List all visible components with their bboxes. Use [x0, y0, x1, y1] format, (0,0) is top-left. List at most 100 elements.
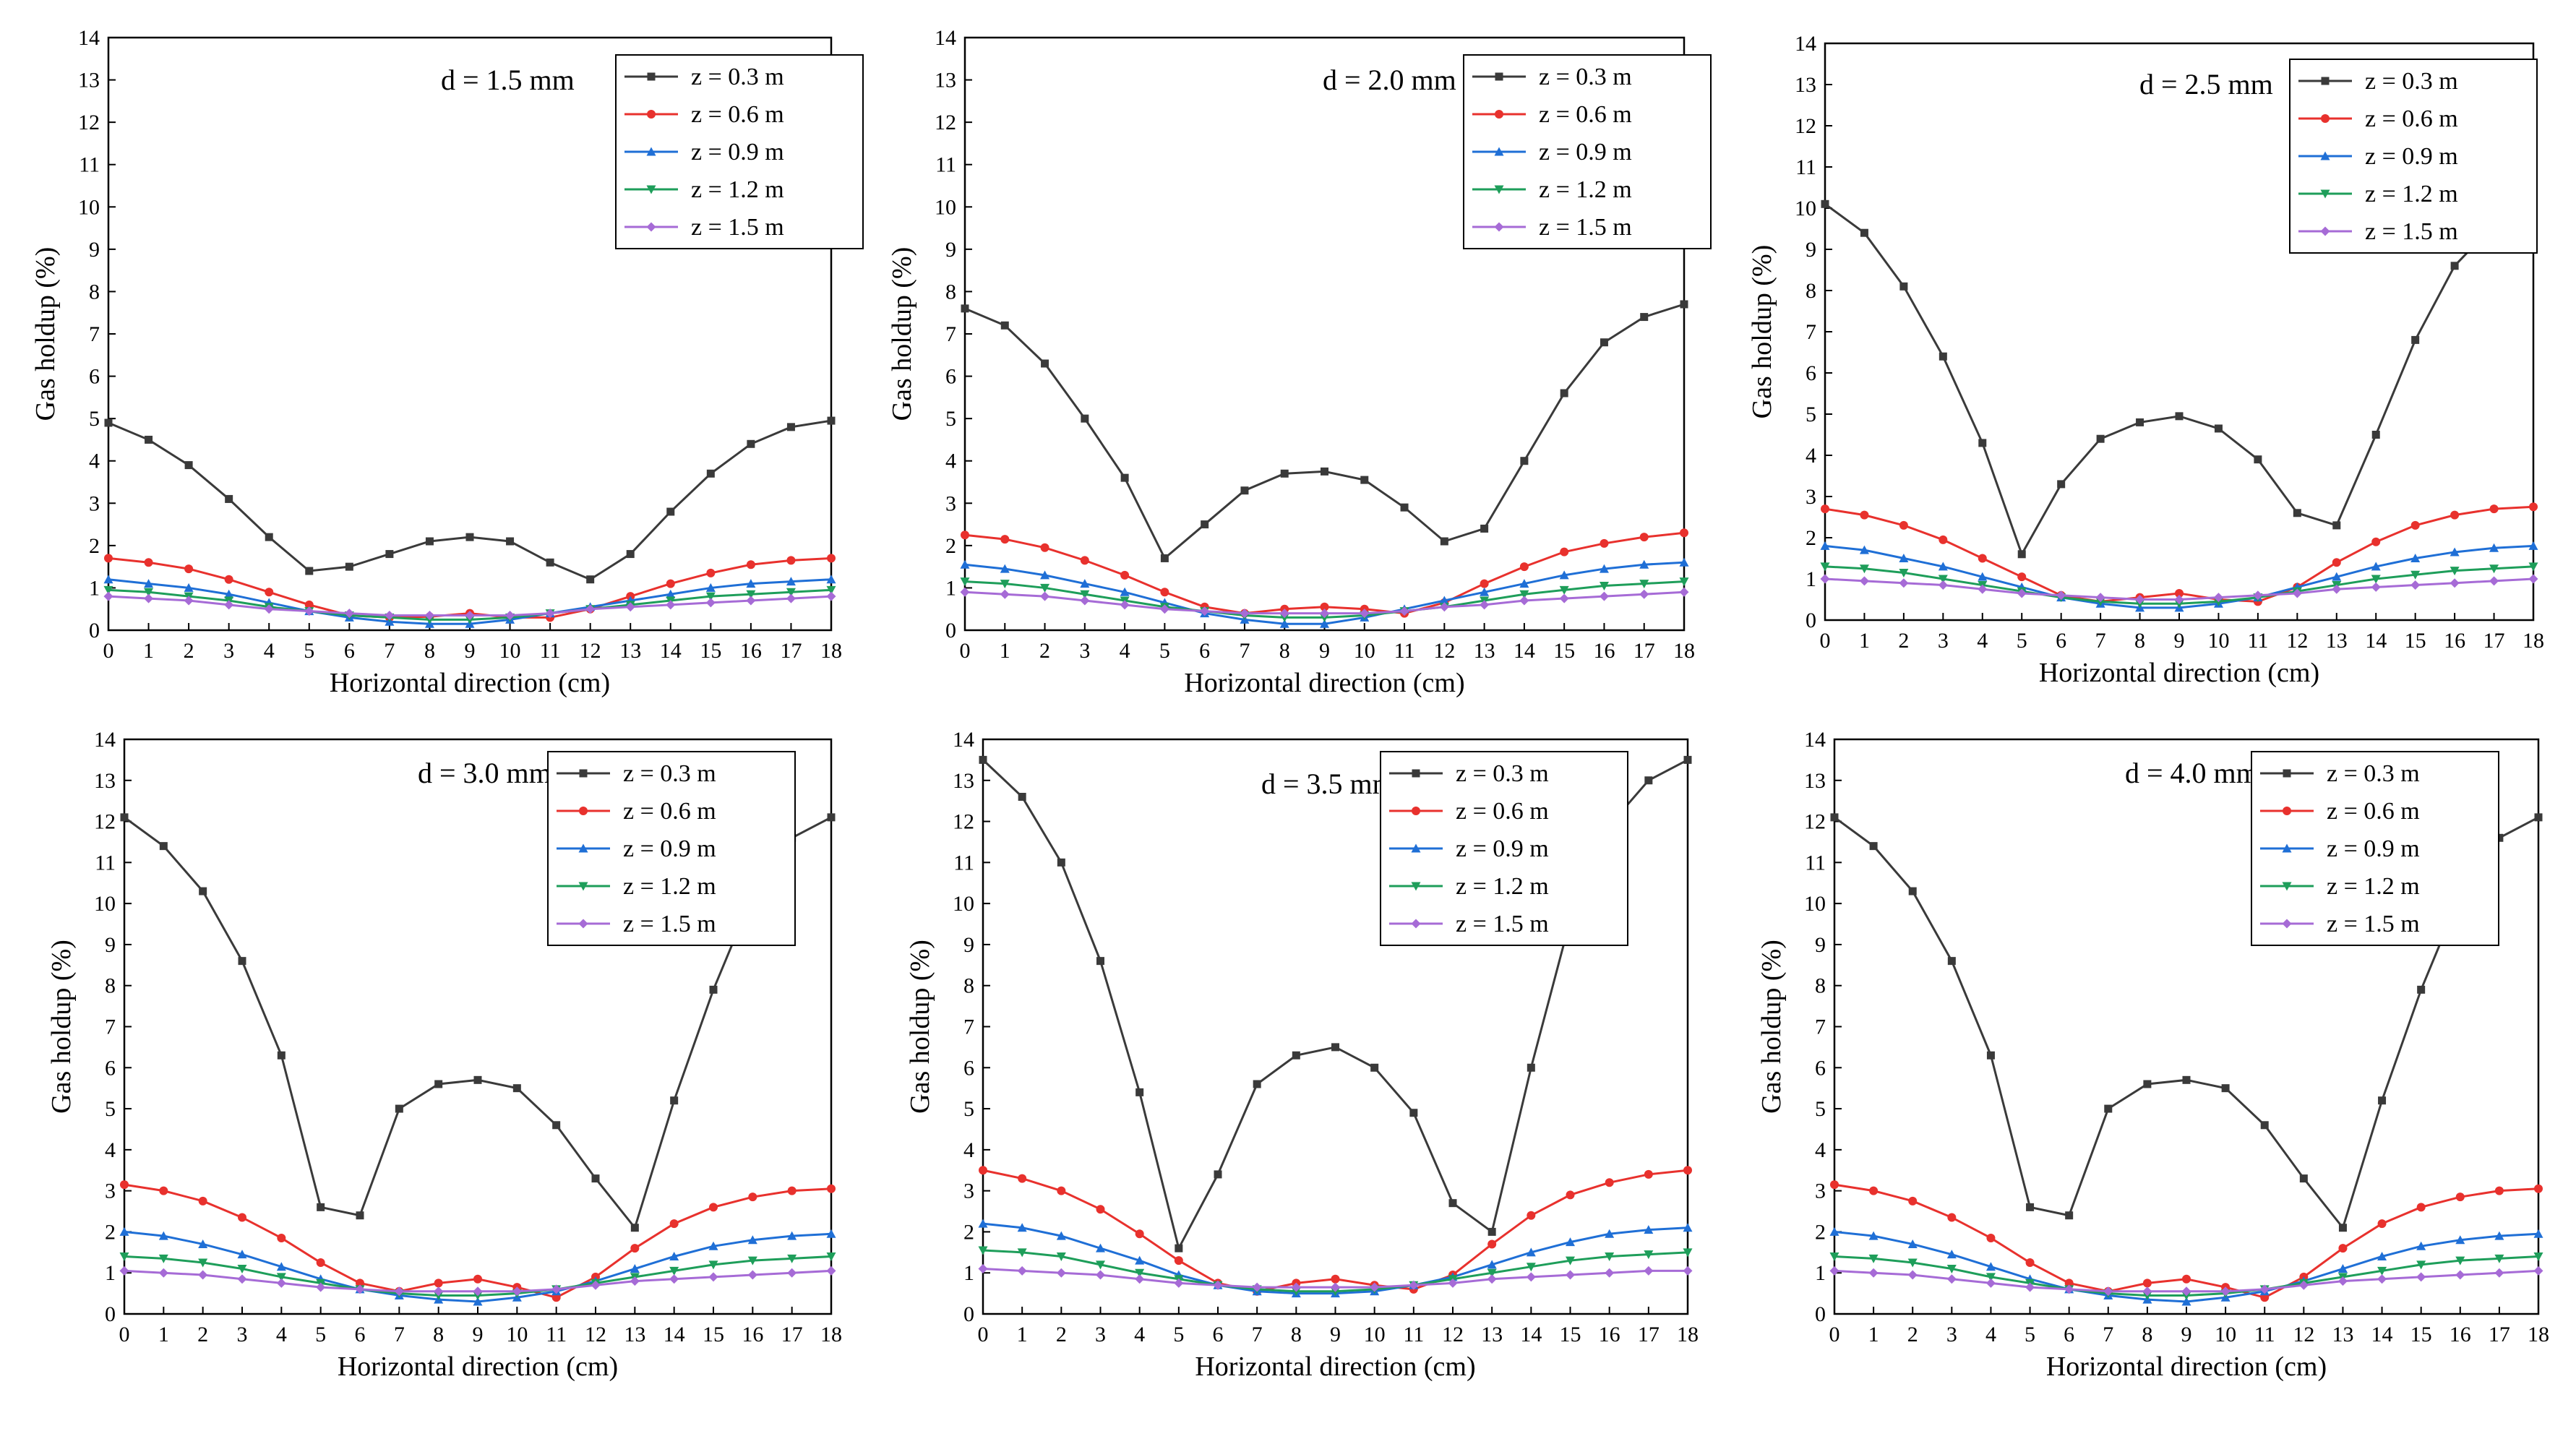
- series-line-2: [1824, 505, 2534, 603]
- data-point: [1056, 1268, 1066, 1278]
- y-tick-label: 1: [105, 1261, 116, 1285]
- chart-title: d = 3.5 mm: [1261, 768, 1395, 800]
- data-point: [1370, 1063, 1379, 1072]
- data-point: [826, 1229, 836, 1238]
- data-point: [747, 1270, 757, 1280]
- data-point: [1200, 606, 1210, 616]
- data-point: [709, 985, 718, 994]
- data-point: [630, 1224, 639, 1232]
- data-point: [2533, 1252, 2543, 1261]
- x-tick-label: 10: [506, 1323, 528, 1346]
- data-point: [1439, 602, 1449, 612]
- data-point: [670, 1096, 679, 1105]
- data-point: [356, 1279, 364, 1288]
- legend-marker: [646, 185, 656, 194]
- data-point: [669, 1266, 679, 1276]
- data-point: [385, 611, 395, 620]
- legend-marker: [2321, 114, 2330, 123]
- data-point: [630, 1244, 640, 1253]
- data-point: [1985, 1273, 1996, 1282]
- data-point: [1252, 1282, 1262, 1292]
- data-point: [2136, 418, 2144, 426]
- y-tick-label: 12: [78, 111, 100, 134]
- data-point: [265, 588, 274, 597]
- data-point: [1946, 1250, 1957, 1259]
- data-point: [1830, 1180, 1839, 1190]
- data-point: [1018, 793, 1026, 801]
- data-point: [1487, 1260, 1497, 1269]
- data-point: [199, 887, 207, 895]
- x-axis-label: Horizontal direction (cm): [2039, 658, 2319, 688]
- legend: z = 0.3 m z = 0.6 m z = 0.9 m z = 1.2 m z = …: [615, 54, 864, 249]
- data-point: [2377, 1219, 2387, 1229]
- y-axis-label: Gas holdup (%): [1756, 940, 1787, 1114]
- x-axis-label: Horizontal direction (cm): [338, 1352, 618, 1382]
- y-tick-label: 9: [105, 933, 116, 957]
- y-tick-label: 6: [105, 1056, 116, 1080]
- chart-panel-4: 0 1 2 3 4 5 6 7 8 9 10 11 12 13 14 15 16 17 18012345678910…: [46, 728, 842, 1382]
- chart-panel-6: 0 1 2 3 4 5 6 7 8 9 10 11 12 13 14 15 16 17 18012345678910…: [1756, 728, 2549, 1382]
- y-tick-label: 1: [1806, 567, 1816, 591]
- data-point: [1440, 537, 1448, 546]
- data-point: [1487, 1227, 1496, 1236]
- data-point: [2377, 1266, 2387, 1276]
- data-point: [104, 418, 113, 427]
- legend-label: z = 0.9 m: [691, 139, 784, 166]
- data-point: [1644, 1250, 1654, 1260]
- data-point: [198, 1258, 208, 1268]
- x-tick-label: 1: [1017, 1323, 1028, 1346]
- y-tick-label: 6: [89, 365, 100, 389]
- x-tick-label: 13: [619, 639, 641, 663]
- x-tick-label: 17: [1633, 639, 1655, 663]
- data-point: [960, 587, 970, 597]
- data-point: [960, 577, 970, 587]
- legend-marker: [646, 222, 656, 232]
- data-point: [2450, 567, 2460, 576]
- y-tick-label: 0: [89, 619, 100, 643]
- legend-label: z = 0.3 m: [1539, 64, 1632, 90]
- y-tick-label: 10: [953, 892, 974, 916]
- y-tick-label: 11: [953, 851, 974, 874]
- y-tick-label: 0: [963, 1302, 974, 1326]
- y-tick-label: 1: [89, 576, 100, 600]
- x-tick-label: 9: [2181, 1323, 2192, 1346]
- data-point: [630, 1264, 640, 1273]
- data-point: [625, 602, 635, 612]
- x-tick-label: 5: [304, 639, 314, 663]
- data-point: [626, 550, 635, 559]
- data-point: [2371, 582, 2381, 592]
- x-tick-label: 17: [2483, 629, 2505, 653]
- data-point: [1868, 1254, 1879, 1263]
- x-tick-label: 11: [1403, 1323, 1424, 1346]
- data-point: [2411, 335, 2420, 344]
- data-point: [1939, 535, 1948, 544]
- data-point: [551, 1284, 562, 1294]
- data-point: [2371, 562, 2381, 571]
- x-tick-label: 0: [1820, 629, 1831, 653]
- data-point: [1986, 1051, 1995, 1060]
- data-point: [2064, 1284, 2074, 1294]
- data-point: [2221, 1084, 2230, 1093]
- data-point: [1946, 1274, 1957, 1284]
- x-tick-label: 2: [1898, 629, 1909, 653]
- chart-panel-3: 0 1 2 3 4 5 6 7 8 9 10 11 12 13 14 15 16 17 18012345678910…: [1747, 32, 2544, 688]
- x-tick-label: 0: [978, 1323, 989, 1346]
- data-point: [1605, 1229, 1615, 1238]
- data-point: [1135, 1274, 1145, 1284]
- data-point: [1830, 813, 1839, 822]
- legend-marker: [2283, 769, 2291, 778]
- data-point: [666, 507, 675, 516]
- data-point: [465, 533, 474, 541]
- x-tick-label: 16: [2450, 1323, 2471, 1346]
- data-point: [473, 1286, 483, 1297]
- y-tick-label: 3: [963, 1179, 974, 1203]
- data-point: [2410, 570, 2421, 580]
- data-point: [1120, 570, 1130, 580]
- data-point: [827, 1184, 836, 1193]
- data-point: [1480, 600, 1490, 610]
- data-point: [1174, 1278, 1184, 1288]
- y-tick-label: 6: [963, 1056, 974, 1080]
- data-point: [787, 1254, 797, 1263]
- data-point: [1907, 1270, 1918, 1280]
- x-tick-label: 17: [780, 639, 802, 663]
